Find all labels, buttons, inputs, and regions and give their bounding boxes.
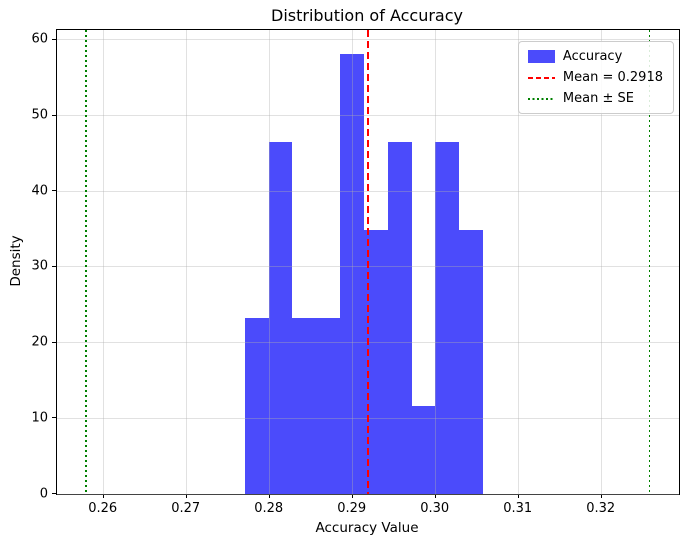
legend-label-mean: Mean = 0.2918 bbox=[562, 70, 663, 85]
x-tick-label: 0.28 bbox=[254, 501, 284, 516]
y-tick-label: 30 bbox=[31, 258, 48, 274]
chart-title: Distribution of Accuracy bbox=[271, 6, 463, 25]
y-tick-mark bbox=[52, 190, 56, 192]
y-tick-label: 0 bbox=[39, 486, 48, 501]
mean-line bbox=[366, 30, 369, 494]
gridline-vertical bbox=[103, 30, 105, 494]
x-tick-mark bbox=[351, 494, 353, 498]
legend-item-accuracy: Accuracy bbox=[527, 48, 663, 65]
histogram-bar bbox=[411, 405, 435, 494]
x-tick-mark bbox=[268, 494, 270, 498]
legend-label-mean-se: Mean ± SE bbox=[562, 91, 634, 106]
legend-swatch-box bbox=[527, 50, 555, 63]
gridline-vertical bbox=[518, 30, 520, 494]
x-tick-label: 0.26 bbox=[88, 501, 118, 516]
legend-swatch-box bbox=[527, 97, 555, 100]
x-tick-mark bbox=[102, 494, 104, 498]
histogram-bar bbox=[316, 317, 341, 494]
y-tick-label: 50 bbox=[31, 107, 48, 123]
y-tick-mark bbox=[52, 265, 56, 267]
x-tick-label: 0.27 bbox=[171, 501, 201, 516]
histogram-bar bbox=[244, 317, 269, 494]
x-tick-label: 0.30 bbox=[420, 501, 450, 516]
x-tick-mark bbox=[434, 494, 436, 498]
y-tick-label: 60 bbox=[31, 31, 48, 47]
x-tick-mark bbox=[517, 494, 519, 498]
x-tick-label: 0.32 bbox=[586, 501, 616, 516]
legend-label-accuracy: Accuracy bbox=[562, 49, 623, 64]
reference-lines-layer bbox=[57, 30, 679, 494]
legend-swatch-box bbox=[527, 76, 555, 79]
se-lower-line bbox=[85, 30, 87, 494]
histogram-bar bbox=[268, 141, 293, 494]
y-tick-mark bbox=[52, 114, 56, 116]
histogram-bar bbox=[434, 141, 459, 494]
x-tick-mark bbox=[185, 494, 187, 498]
mean-se-swatch bbox=[527, 97, 555, 100]
mean-swatch bbox=[527, 76, 555, 79]
gridline-vertical bbox=[352, 30, 354, 494]
x-tick-label: 0.29 bbox=[337, 501, 367, 516]
gridline-vertical bbox=[435, 30, 437, 494]
x-axis-label: Accuracy Value bbox=[315, 520, 419, 536]
se-upper-line bbox=[648, 30, 651, 494]
gridline-horizontal bbox=[57, 493, 679, 495]
histogram-bar bbox=[458, 229, 484, 494]
y-tick-mark bbox=[52, 417, 56, 419]
legend-item-mean: Mean = 0.2918 bbox=[527, 69, 663, 86]
histogram-bar bbox=[292, 317, 317, 494]
y-tick-mark bbox=[52, 38, 56, 40]
legend-item-mean-se: Mean ± SE bbox=[527, 90, 663, 107]
gridline-vertical bbox=[269, 30, 271, 494]
y-tick-label: 20 bbox=[31, 334, 48, 350]
accuracy-swatch bbox=[527, 50, 555, 63]
histogram-bar bbox=[340, 53, 364, 494]
x-tick-mark bbox=[600, 494, 602, 498]
x-tick-label: 0.31 bbox=[503, 501, 533, 516]
plot-area: Accuracy Mean = 0.2918 Mean ± SE bbox=[56, 29, 680, 495]
y-tick-mark bbox=[52, 493, 56, 494]
y-tick-label: 10 bbox=[31, 410, 48, 426]
legend: Accuracy Mean = 0.2918 Mean ± SE bbox=[517, 41, 674, 114]
y-tick-label: 40 bbox=[31, 183, 48, 199]
histogram-bar bbox=[387, 141, 412, 494]
gridline-vertical bbox=[601, 30, 603, 494]
y-tick-mark bbox=[52, 341, 56, 343]
gridline-vertical bbox=[186, 30, 188, 494]
